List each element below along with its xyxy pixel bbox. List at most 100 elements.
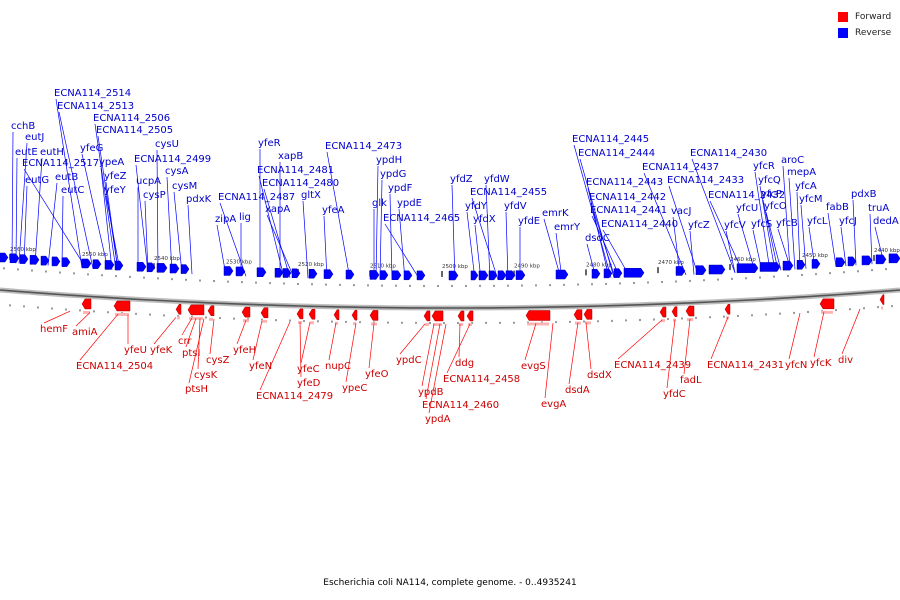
reverse-gene-label: ECNA114_2465: [383, 213, 460, 224]
reverse-gene-label: ECNA114_2455: [470, 187, 547, 198]
reverse-gene-leader: [173, 191, 183, 274]
forward-gene-label: ptsH: [185, 384, 208, 395]
reverse-gene-glyph: [9, 253, 20, 264]
forward-gene-shadow: [459, 322, 463, 326]
reverse-gene-leader: [874, 226, 885, 264]
forward-gene-glyph: [333, 309, 340, 321]
reverse-gene-label: lig: [239, 212, 251, 223]
reverse-gene-glyph: [782, 260, 794, 271]
forward-gene-shadow: [209, 317, 213, 321]
reverse-gene-leader: [266, 214, 295, 278]
forward-gene-glyph: [457, 310, 465, 322]
reverse-gene-leader: [808, 226, 816, 269]
forward-gene-label: ypdB: [418, 387, 444, 398]
reverse-gene-label: yfcO: [764, 201, 787, 212]
forward-gene-leader: [399, 323, 426, 355]
forward-gene-leader: [544, 323, 554, 399]
reverse-gene-glyph: [478, 270, 489, 281]
forward-swatch: [838, 11, 848, 22]
forward-gene-shadow: [527, 322, 549, 326]
forward-gene-label: cysK: [194, 370, 218, 381]
genome-axis: [0, 289, 900, 309]
forward-gene-shadow: [115, 312, 129, 316]
forward-gene-label: yfdC: [663, 389, 686, 400]
reverse-gene-label: xapA: [265, 204, 290, 215]
reverse-gene-leader: [709, 200, 744, 273]
reverse-gene-leader: [587, 187, 610, 278]
legend-forward: Forward: [838, 9, 900, 24]
legend-reverse: Reverse: [838, 25, 900, 40]
reverse-gene-label: pdxB: [851, 189, 877, 200]
reverse-gene-leader: [762, 199, 779, 271]
reverse-gene-label: yfcP: [761, 189, 782, 200]
ruler-label: 2540 kbp: [154, 256, 180, 262]
ruler-label: 2510 kbp: [370, 263, 396, 269]
forward-gene-label: div: [838, 355, 853, 366]
forward-gene-label: hemF: [40, 324, 68, 335]
reverse-gene-leader: [398, 208, 406, 280]
forward-gene-label: ypeC: [342, 383, 367, 394]
reverse-gene-label: cysM: [172, 181, 197, 192]
forward-gene-shadow: [177, 316, 180, 320]
forward-gene-shadow: [881, 306, 883, 310]
reverse-gene-glyph: [675, 266, 686, 276]
forward-gene-label: amiA: [72, 327, 98, 338]
reverse-gene-label: yfcQ: [758, 175, 781, 186]
forward-gene-label: yfeO: [365, 369, 389, 380]
reverse-gene-label: yfcM: [799, 194, 823, 205]
reverse-gene-label: yfdZ: [450, 174, 473, 185]
reverse-gene-label: glk: [372, 198, 387, 209]
forward-gene-glyph: [369, 310, 379, 321]
reverse-gene-glyph: [274, 268, 284, 278]
forward-gene-shadow: [335, 321, 338, 325]
ruler-label: 2530 kbp: [226, 260, 252, 266]
reverse-gene-label: ECNA114_2444: [578, 148, 655, 159]
reverse-gene-glyph: [416, 270, 426, 281]
reverse-gene-label: eutG: [25, 175, 49, 186]
reverse-gene-leader: [61, 195, 64, 267]
reverse-gene-leader: [643, 172, 687, 276]
forward-gene-glyph: [583, 309, 593, 320]
forward-gene-leader: [300, 322, 311, 364]
reverse-gene-glyph: [497, 270, 507, 281]
reverse-gene-label: yfeZ: [104, 171, 127, 182]
forward-gene-glyph: [423, 310, 431, 322]
reverse-gene-leader: [752, 229, 763, 272]
forward-gene-label: evgA: [541, 399, 566, 410]
reverse-gene-leader: [384, 223, 421, 281]
forward-gene-leader: [446, 323, 471, 374]
reverse-gene-label: ECNA114_2480: [262, 178, 339, 189]
ruler-label: 2440 kbp: [874, 248, 900, 254]
reverse-gene-label: gltX: [301, 190, 321, 201]
forward-gene-leader: [710, 316, 729, 360]
forward-gene-leader: [197, 318, 201, 370]
reverse-gene-label: aroC: [781, 155, 804, 166]
reverse-gene-glyph: [308, 268, 318, 279]
ruler-label: 2490 kbp: [514, 264, 540, 270]
reverse-gene-label: yfcR: [753, 161, 775, 172]
reverse-gene-glyph: [235, 266, 246, 277]
reverse-gene-leader: [586, 243, 597, 279]
forward-gene-leader: [568, 322, 579, 385]
forward-gene-glyph: [671, 306, 678, 317]
forward-gene-leader: [181, 317, 193, 336]
forward-gene-leader: [328, 322, 337, 361]
forward-gene-leader: [209, 319, 215, 355]
ruler-label: 2480 kbp: [586, 262, 612, 268]
forward-gene-label: cysZ: [206, 355, 230, 366]
reverse-gene-label: eutE: [15, 147, 38, 158]
reverse-gene-label: ypdF: [388, 183, 413, 194]
reverse-gene-label: eutB: [55, 172, 78, 183]
forward-gene-leader: [666, 319, 676, 389]
reverse-gene-label: ECNA114_2487: [218, 192, 295, 203]
forward-gene-leader: [458, 323, 461, 358]
reverse-gene-label: mepA: [787, 167, 816, 178]
reverse-gene-label: yfcU: [736, 203, 758, 214]
forward-gene-shadow: [262, 319, 267, 323]
reverse-gene-label: ECNA114_2481: [257, 165, 334, 176]
forward-gene-leader: [788, 313, 801, 360]
reverse-gene-label: yfdY: [465, 201, 488, 212]
reverse-gene-label: yfcZ: [688, 220, 710, 231]
reverse-gene-leader: [474, 224, 482, 280]
